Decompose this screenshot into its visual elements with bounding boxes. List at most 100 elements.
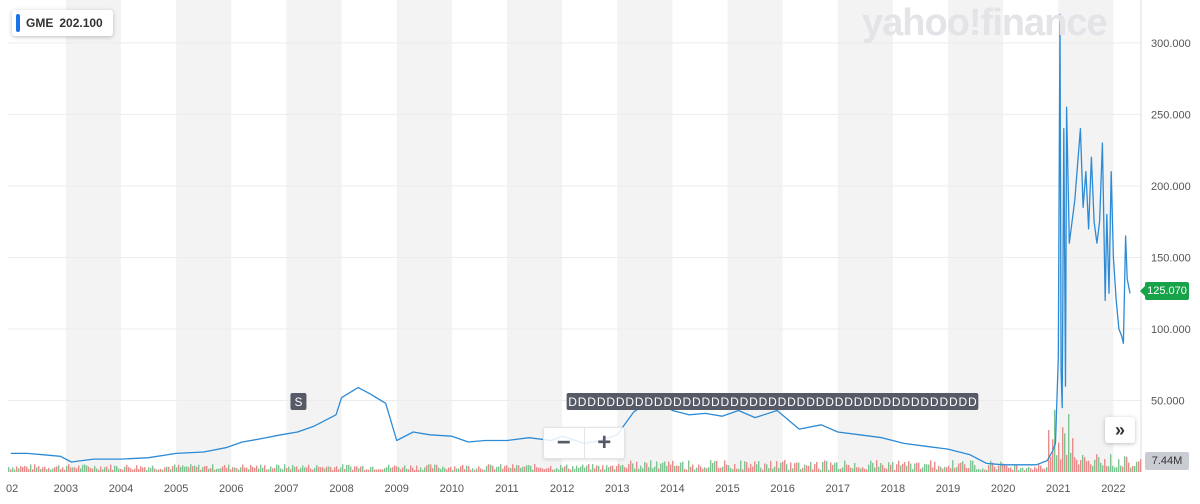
volume-bar: [194, 465, 196, 472]
volume-bar: [64, 469, 66, 472]
volume-bar: [674, 465, 676, 472]
volume-bar: [776, 461, 778, 472]
volume-bar: [1022, 467, 1024, 472]
volume-bar: [1020, 468, 1022, 472]
volume-bar: [982, 468, 984, 472]
volume-bar: [796, 462, 798, 472]
volume-bar: [1058, 442, 1060, 472]
volume-bar: [520, 467, 522, 472]
volume-bar: [640, 465, 642, 472]
volume-bar: [578, 467, 580, 472]
volume-bar: [718, 467, 720, 472]
volume-bar: [1112, 465, 1114, 472]
volume-bar: [264, 465, 266, 472]
volume-bar: [1078, 464, 1080, 472]
volume-bar: [654, 466, 656, 472]
volume-bar: [474, 469, 476, 472]
volume-bar: [1012, 469, 1014, 472]
volume-bar: [754, 461, 756, 472]
x-tick-label: 02: [6, 483, 18, 495]
volume-bar: [912, 469, 914, 472]
volume-bar: [106, 466, 108, 472]
scroll-to-end-button[interactable]: »: [1105, 417, 1135, 443]
volume-bar: [490, 464, 492, 472]
volume-bar: [462, 464, 464, 472]
volume-bar: [132, 469, 134, 472]
volume-bar: [864, 468, 866, 472]
volume-bar: [482, 469, 484, 472]
volume-bar: [444, 467, 446, 472]
volume-bar: [1064, 433, 1066, 472]
x-tick-label: 2013: [605, 483, 629, 495]
volume-bar: [816, 461, 818, 472]
volume-bar: [682, 461, 684, 472]
dividend-marker-label: D: [702, 395, 711, 409]
volume-bar: [156, 469, 158, 472]
volume-bar: [928, 464, 930, 472]
volume-bar: [1126, 456, 1128, 472]
volume-bar: [560, 464, 562, 472]
volume-bar: [466, 465, 468, 472]
volume-bar: [28, 468, 30, 472]
volume-bar: [972, 460, 974, 472]
zoom-out-button[interactable]: −: [556, 429, 571, 456]
volume-bar: [24, 465, 26, 472]
volume-bar: [146, 469, 148, 472]
volume-bar: [468, 466, 470, 472]
volume-bar: [1060, 459, 1062, 472]
volume-bar: [938, 465, 940, 472]
volume-bar: [1010, 467, 1012, 472]
volume-bar: [348, 464, 350, 472]
dividend-marker-label: D: [835, 395, 844, 409]
volume-bar: [946, 467, 948, 472]
volume-bar: [782, 461, 784, 472]
volume-bar: [114, 465, 116, 472]
volume-bar: [806, 465, 808, 472]
volume-bar: [84, 464, 86, 472]
volume-bar: [504, 465, 506, 472]
zoom-in-button[interactable]: +: [583, 428, 625, 458]
volume-bar: [650, 460, 652, 472]
symbol-legend[interactable]: GME 202.100: [12, 10, 113, 36]
volume-bar: [734, 463, 736, 472]
volume-bar: [322, 467, 324, 472]
volume-bar: [208, 468, 210, 472]
volume-bar: [362, 465, 364, 472]
volume-bar: [166, 466, 168, 472]
dividend-marker-label: D: [740, 395, 749, 409]
volume-bar: [328, 466, 330, 472]
dividend-marker-label: D: [882, 395, 891, 409]
volume-bar: [370, 467, 372, 472]
volume-bar: [52, 468, 54, 472]
volume-bar: [634, 468, 636, 472]
volume-bar: [548, 467, 550, 472]
x-tick-label: 2011: [495, 483, 519, 495]
x-tick-label: 2020: [991, 483, 1015, 495]
volume-bar: [646, 463, 648, 472]
volume-bar: [994, 466, 996, 472]
volume-bar: [934, 461, 936, 472]
volume-bar: [508, 467, 510, 472]
volume-bar: [588, 464, 590, 472]
volume-bar: [524, 466, 526, 472]
volume-bar: [90, 468, 92, 472]
volume-bar: [676, 465, 678, 472]
volume-bar: [188, 467, 190, 472]
volume-bar: [408, 469, 410, 472]
volume-bar: [622, 464, 624, 472]
y-tick-label: 50.000: [1151, 395, 1185, 407]
volume-bar: [1044, 468, 1046, 472]
volume-bar: [1108, 466, 1110, 472]
x-tick-label: 2022: [1101, 483, 1125, 495]
volume-bar: [920, 468, 922, 472]
volume-bar: [230, 469, 232, 472]
dividend-marker-label: D: [787, 395, 796, 409]
dividend-marker-label: D: [597, 395, 606, 409]
volume-bar: [572, 466, 574, 472]
volume-bar: [732, 469, 734, 472]
x-tick-label: 2017: [826, 483, 850, 495]
volume-bar: [638, 468, 640, 472]
volume-bar: [442, 466, 444, 472]
volume-bar: [936, 469, 938, 472]
